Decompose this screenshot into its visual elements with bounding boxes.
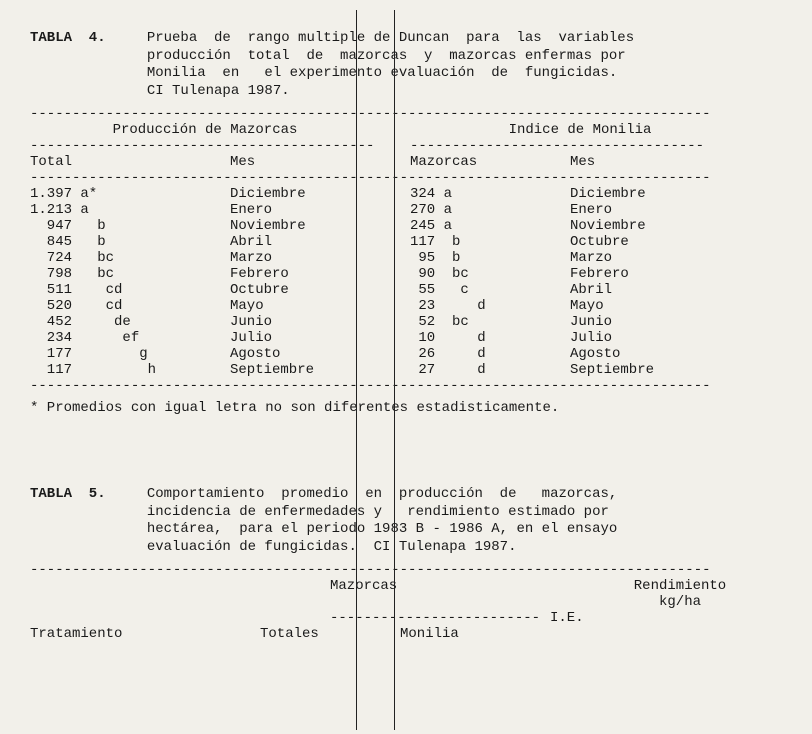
cell-value: 177 g bbox=[30, 346, 230, 362]
cell-month: Julio bbox=[230, 330, 380, 346]
table5-label: TABLA 5. bbox=[30, 486, 130, 556]
rule: ----------------------------------------… bbox=[30, 562, 782, 578]
cell-mazorcas: 324 a bbox=[380, 186, 570, 202]
cell-month: Enero bbox=[230, 202, 380, 218]
cell-mazorcas: 245 a bbox=[380, 218, 570, 234]
cell-mazorcas: 55 c bbox=[380, 282, 570, 298]
cell-value: 845 b bbox=[30, 234, 230, 250]
cell-month: Junio bbox=[230, 314, 380, 330]
cell-month: Agosto bbox=[230, 346, 380, 362]
cell-month: Noviembre bbox=[570, 218, 710, 234]
cell-value: 234 ef bbox=[30, 330, 230, 346]
table-row: 520 cdMayo 23 dMayo bbox=[30, 298, 782, 314]
cell-value: 520 cd bbox=[30, 298, 230, 314]
header-produccion: Producción de Mazorcas bbox=[30, 122, 380, 138]
rule: ----------------------------------------… bbox=[30, 378, 782, 394]
cell-month: Mayo bbox=[230, 298, 380, 314]
table5-caption: Comportamiento promedio en producción de… bbox=[130, 486, 617, 556]
cell-month: Noviembre bbox=[230, 218, 380, 234]
subheader-monilia: Monilia bbox=[400, 626, 540, 642]
cell-mazorcas: 270 a bbox=[380, 202, 570, 218]
header-indice: Indice de Monilia bbox=[380, 122, 750, 138]
cell-value: 1.397 a* bbox=[30, 186, 230, 202]
cell-value: 452 de bbox=[30, 314, 230, 330]
table-row: 511 cdOctubre 55 cAbril bbox=[30, 282, 782, 298]
cell-month: Diciembre bbox=[230, 186, 380, 202]
cell-month: Febrero bbox=[570, 266, 710, 282]
header-rendimiento: Rendimiento kg/ha bbox=[610, 578, 750, 610]
subheader-mazorcas: Mazorcas bbox=[380, 154, 570, 170]
cell-month: Septiembre bbox=[570, 362, 710, 378]
table-row: 177 gAgosto 26 dAgosto bbox=[30, 346, 782, 362]
cell-value: 117 h bbox=[30, 362, 230, 378]
cell-mazorcas: 95 b bbox=[380, 250, 570, 266]
subheader-mes: Mes bbox=[230, 154, 380, 170]
cell-mazorcas: 26 d bbox=[380, 346, 570, 362]
cell-month: Mayo bbox=[570, 298, 710, 314]
cell-month: Abril bbox=[570, 282, 710, 298]
cell-mazorcas: 10 d bbox=[380, 330, 570, 346]
table-row: 845 bAbril117 bOctubre bbox=[30, 234, 782, 250]
cell-month: Septiembre bbox=[230, 362, 380, 378]
table-row: 724 bcMarzo 95 bMarzo bbox=[30, 250, 782, 266]
cell-value: 511 cd bbox=[30, 282, 230, 298]
cell-mazorcas: 27 d bbox=[380, 362, 570, 378]
header-mazorcas: Mazorcas bbox=[330, 578, 510, 610]
subheader-mes: Mes bbox=[570, 154, 710, 170]
subheader-total: Total bbox=[30, 154, 230, 170]
subheader-tratamiento: Tratamiento bbox=[30, 626, 260, 642]
cell-month: Julio bbox=[570, 330, 710, 346]
table4-footnote: * Promedios con igual letra no son difer… bbox=[30, 400, 782, 416]
cell-month: Enero bbox=[570, 202, 710, 218]
cell-month: Febrero bbox=[230, 266, 380, 282]
header-ie: I.E. bbox=[550, 610, 610, 626]
cell-month: Abril bbox=[230, 234, 380, 250]
cell-mazorcas: 52 bc bbox=[380, 314, 570, 330]
cell-mazorcas: 117 b bbox=[380, 234, 570, 250]
table4-caption: Prueba de rango multiple de Duncan para … bbox=[130, 30, 634, 100]
subheader-totales: Totales bbox=[260, 626, 400, 642]
table-row: 452 deJunio 52 bcJunio bbox=[30, 314, 782, 330]
rule: ------------------------- bbox=[330, 610, 540, 626]
rule: ----------------------------------------… bbox=[30, 170, 782, 186]
cell-month: Diciembre bbox=[570, 186, 710, 202]
cell-value: 1.213 a bbox=[30, 202, 230, 218]
table-row: 1.213 aEnero270 aEnero bbox=[30, 202, 782, 218]
rule: ----------------------------------------… bbox=[30, 106, 782, 122]
cell-value: 724 bc bbox=[30, 250, 230, 266]
cell-value: 798 bc bbox=[30, 266, 230, 282]
table-row: 798 bcFebrero 90 bcFebrero bbox=[30, 266, 782, 282]
cell-value: 947 b bbox=[30, 218, 230, 234]
table-row: 234 efJulio 10 dJulio bbox=[30, 330, 782, 346]
cell-mazorcas: 23 d bbox=[380, 298, 570, 314]
table-row: 117 hSeptiembre 27 dSeptiembre bbox=[30, 362, 782, 378]
cell-month: Octubre bbox=[230, 282, 380, 298]
cell-month: Junio bbox=[570, 314, 710, 330]
cell-month: Marzo bbox=[230, 250, 380, 266]
cell-month: Agosto bbox=[570, 346, 710, 362]
cell-month: Octubre bbox=[570, 234, 710, 250]
cell-mazorcas: 90 bc bbox=[380, 266, 570, 282]
cell-month: Marzo bbox=[570, 250, 710, 266]
table-row: 1.397 a*Diciembre324 aDiciembre bbox=[30, 186, 782, 202]
table4-label: TABLA 4. bbox=[30, 30, 130, 100]
table-row: 947 bNoviembre245 aNoviembre bbox=[30, 218, 782, 234]
